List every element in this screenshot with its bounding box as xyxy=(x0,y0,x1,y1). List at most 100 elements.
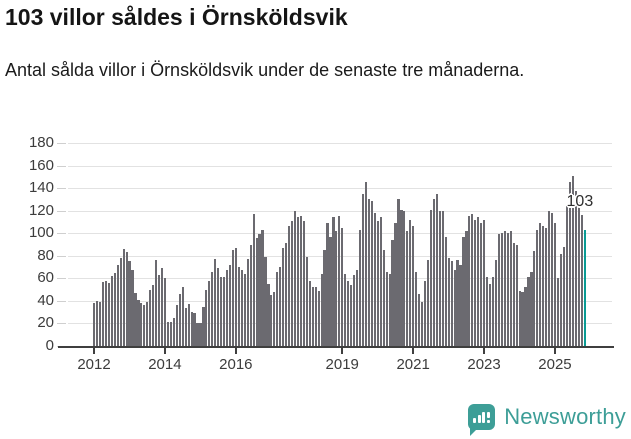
bar xyxy=(394,223,397,346)
bar xyxy=(329,236,332,346)
bar xyxy=(553,223,557,346)
bar xyxy=(122,249,125,346)
bar xyxy=(530,271,533,346)
y-axis-tick-label: 20 xyxy=(37,314,54,332)
y-axis-tick-mark xyxy=(57,143,66,144)
bar xyxy=(382,250,385,346)
bar xyxy=(184,307,187,346)
bar xyxy=(438,210,441,346)
y-axis-tick-label: 120 xyxy=(28,201,54,219)
y-axis-tick-mark xyxy=(57,233,66,235)
bar xyxy=(559,253,563,346)
bar xyxy=(533,251,536,346)
value-annotation: 103 xyxy=(566,192,594,210)
x-axis-tick-mark xyxy=(234,348,237,354)
bar xyxy=(163,278,167,346)
x-axis-tick-label: 2016 xyxy=(219,356,253,373)
bar xyxy=(152,285,155,346)
bar xyxy=(190,312,193,346)
bar xyxy=(326,223,329,346)
bar xyxy=(134,292,137,346)
y-axis-tick-label: 80 xyxy=(37,246,54,264)
bar xyxy=(577,201,580,346)
bar xyxy=(181,287,184,346)
y-axis-tick-label: 0 xyxy=(45,337,54,354)
y-axis-tick-label: 180 xyxy=(28,134,54,151)
bar xyxy=(518,290,521,346)
bar xyxy=(172,317,175,346)
bar xyxy=(255,237,258,346)
bar xyxy=(308,280,311,346)
bar xyxy=(474,219,477,346)
bar xyxy=(447,258,450,346)
bar xyxy=(515,244,518,346)
bar xyxy=(187,304,190,346)
bar xyxy=(104,280,107,346)
bar xyxy=(237,267,240,346)
y-axis-tick-label: 160 xyxy=(28,156,54,174)
x-axis-tick-mark xyxy=(412,348,415,354)
bar xyxy=(137,299,140,346)
bar xyxy=(146,302,149,346)
gridline xyxy=(68,143,612,144)
bar xyxy=(205,289,208,346)
bar xyxy=(486,277,489,346)
bar xyxy=(556,278,560,346)
bar xyxy=(341,227,344,346)
bar xyxy=(568,182,571,346)
bar xyxy=(483,219,486,346)
bar xyxy=(509,230,512,346)
bar xyxy=(385,271,388,346)
x-axis-tick-label: 2019 xyxy=(325,356,359,373)
bar xyxy=(317,290,320,346)
bar xyxy=(196,323,199,346)
y-axis-tick-label: 140 xyxy=(28,179,54,197)
x-axis-tick-mark xyxy=(341,348,344,354)
bar xyxy=(379,217,382,346)
bar xyxy=(500,233,503,346)
bar xyxy=(358,229,362,346)
bar xyxy=(536,229,539,346)
bar xyxy=(202,306,205,346)
bar xyxy=(193,313,196,346)
bar xyxy=(110,276,113,346)
bar xyxy=(521,291,524,346)
bar xyxy=(314,287,317,346)
logo-chart-bar-icon xyxy=(477,415,481,423)
bar xyxy=(355,270,359,346)
bar xyxy=(350,285,353,346)
bar xyxy=(494,260,498,346)
y-axis-tick-mark xyxy=(57,210,66,212)
bar xyxy=(261,229,264,346)
bar xyxy=(524,287,527,346)
x-axis-tick-label: 2023 xyxy=(467,356,501,373)
y-axis-tick-mark xyxy=(57,300,66,302)
bar xyxy=(169,322,173,346)
bar xyxy=(512,243,515,346)
bar xyxy=(276,271,279,346)
y-axis-tick-mark xyxy=(57,278,66,280)
logo-chart-bar-icon xyxy=(482,412,486,423)
bar xyxy=(548,210,551,346)
x-axis-tick-mark xyxy=(483,348,486,354)
bar xyxy=(488,283,492,346)
bar xyxy=(400,209,403,346)
bar xyxy=(175,305,178,346)
bar xyxy=(344,273,347,346)
bar xyxy=(178,294,181,346)
bar xyxy=(273,291,276,346)
bar xyxy=(293,210,297,346)
bar xyxy=(217,268,220,346)
x-axis-tick-label: 2021 xyxy=(396,356,430,373)
y-axis-tick-label: 40 xyxy=(37,291,54,309)
bar xyxy=(93,303,96,346)
bar xyxy=(335,230,338,346)
highlighted-bar xyxy=(583,229,586,346)
bar xyxy=(465,230,468,346)
bar xyxy=(388,273,391,346)
y-axis-tick-label: 100 xyxy=(28,224,54,242)
bar xyxy=(299,216,303,346)
y-axis-tick-label: 60 xyxy=(37,269,54,287)
bar xyxy=(376,220,379,346)
bar xyxy=(406,230,409,346)
